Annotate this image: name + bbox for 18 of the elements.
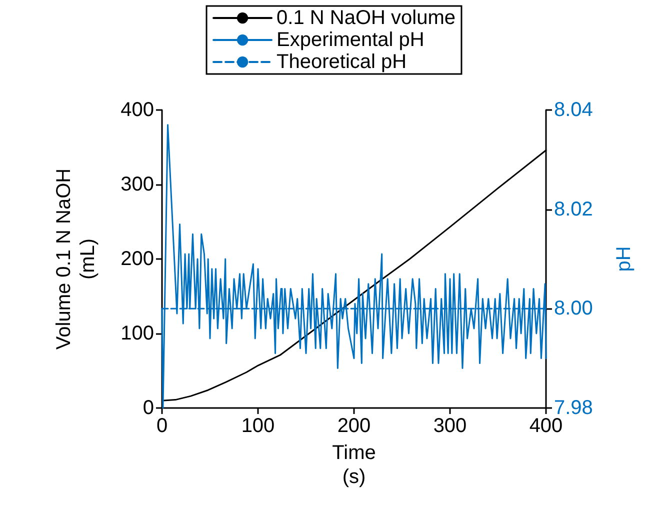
- y2-tick-label: 8.02: [554, 198, 593, 220]
- y2-tick-label: 8.00: [554, 298, 593, 320]
- y-tick-label: 100: [120, 322, 154, 344]
- y-axis-title: Volume 0.1 N NaOH (mL): [53, 168, 99, 350]
- legend-label: Theoretical pH: [276, 51, 407, 73]
- y2-tick-label: 8.04: [554, 99, 593, 121]
- legend-label: Experimental pH: [276, 29, 424, 51]
- y-tick-label: 0: [142, 397, 154, 419]
- x-tick-label: 200: [337, 415, 371, 437]
- x-tick-label: 300: [433, 415, 467, 437]
- y-tick-label: 200: [120, 248, 154, 270]
- x-axis-title: Time (s): [332, 442, 376, 488]
- y-tick-label: 300: [120, 174, 154, 196]
- legend-label: 0.1 N NaOH volume: [276, 7, 456, 29]
- x-tick-label: 100: [241, 415, 275, 437]
- y2-axis-title: pH: [613, 246, 635, 272]
- y-tick-label: 400: [120, 99, 154, 121]
- x-tick-label: 0: [156, 415, 168, 437]
